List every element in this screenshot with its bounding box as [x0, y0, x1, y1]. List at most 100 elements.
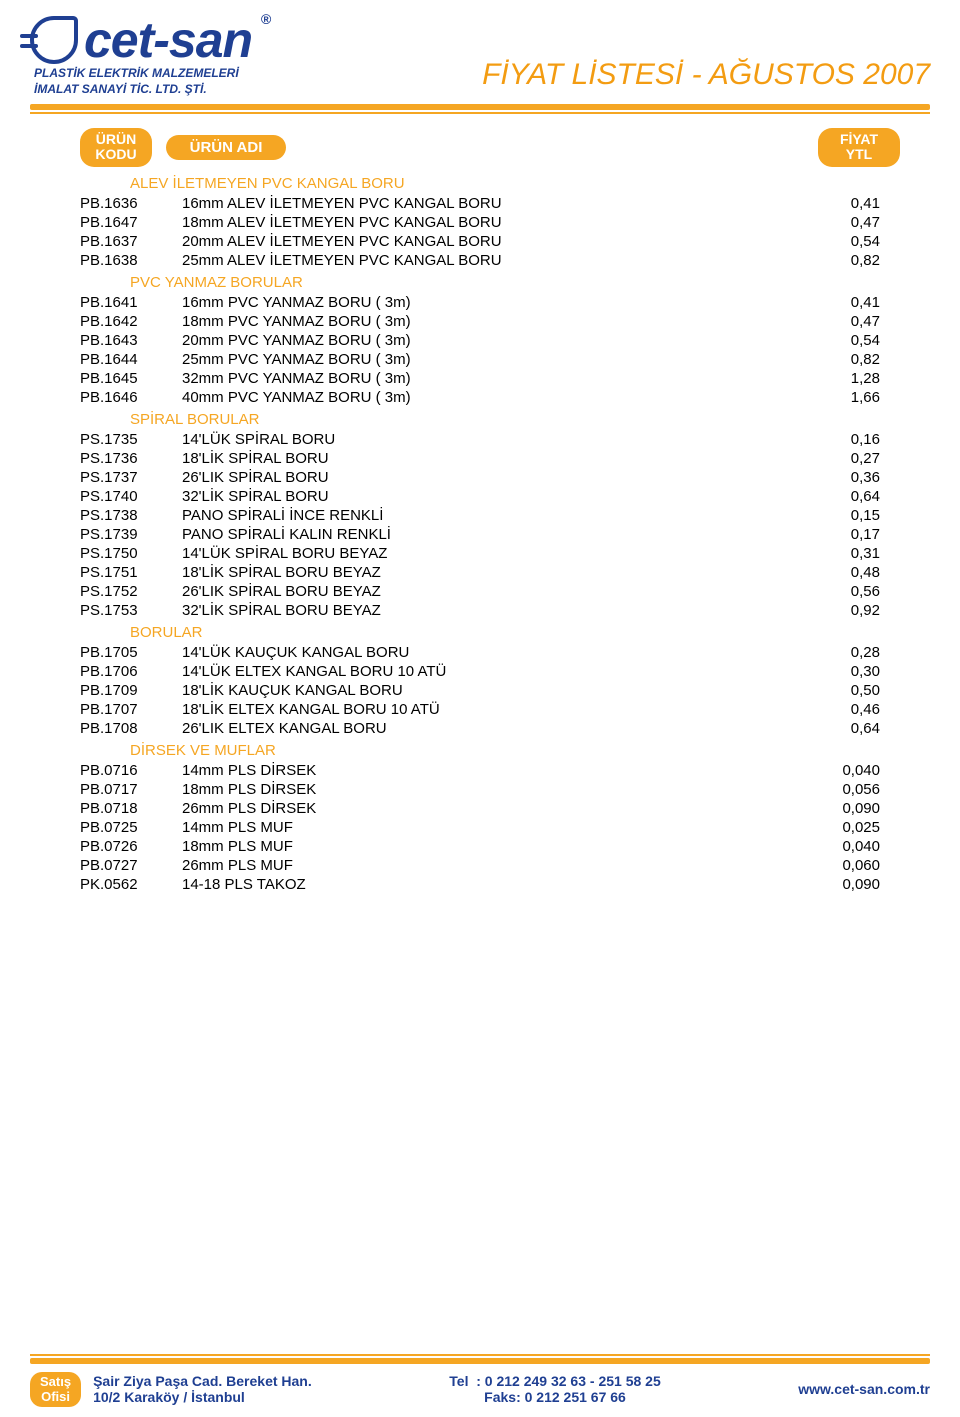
- row-code: PS.1751: [80, 564, 170, 581]
- document-title: FİYAT LİSTESİ - AĞUSTOS 2007: [482, 58, 930, 92]
- table-row: PS.173726'LIK SPİRAL BORU0,36: [0, 468, 960, 487]
- row-code: PB.0716: [80, 762, 170, 779]
- table-row: PB.072618mm PLS MUF0,040: [0, 837, 960, 856]
- row-name: 25mm ALEV İLETMEYEN PVC KANGAL BORU: [170, 252, 790, 269]
- row-code: PB.1641: [80, 294, 170, 311]
- table-row: PB.071826mm PLS DİRSEK0,090: [0, 799, 960, 818]
- col-price-line-1: FİYAT: [828, 132, 890, 147]
- row-name: 32'LİK SPİRAL BORU: [170, 488, 790, 505]
- row-name: 26'LIK SPİRAL BORU BEYAZ: [170, 583, 790, 600]
- row-name: 18'LİK SPİRAL BORU BEYAZ: [170, 564, 790, 581]
- row-name: 20mm ALEV İLETMEYEN PVC KANGAL BORU: [170, 233, 790, 250]
- footer-url: www.cet-san.com.tr: [798, 1381, 930, 1397]
- table-row: PK.056214-18 PLS TAKOZ0,090: [0, 875, 960, 894]
- section: DİRSEK VE MUFLARPB.071614mm PLS DİRSEK0,…: [0, 740, 960, 894]
- table-row: PB.164532mm PVC YANMAZ BORU ( 3m)1,28: [0, 369, 960, 388]
- row-name: 14'LÜK ELTEX KANGAL BORU 10 ATÜ: [170, 663, 790, 680]
- row-price: 0,15: [790, 507, 880, 524]
- row-code: PB.1709: [80, 682, 170, 699]
- table-row: PB.164718mm ALEV İLETMEYEN PVC KANGAL BO…: [0, 213, 960, 232]
- row-code: PB.1645: [80, 370, 170, 387]
- table-row: PB.164320mm PVC YANMAZ BORU ( 3m)0,54: [0, 331, 960, 350]
- row-name: 18mm PLS DİRSEK: [170, 781, 790, 798]
- table-head-left: ÜRÜN KODU ÜRÜN ADI: [80, 128, 286, 167]
- table-row: PB.163720mm ALEV İLETMEYEN PVC KANGAL BO…: [0, 232, 960, 251]
- row-name: 32'LİK SPİRAL BORU BEYAZ: [170, 602, 790, 619]
- section: PVC YANMAZ BORULARPB.164116mm PVC YANMAZ…: [0, 272, 960, 407]
- row-name: 18mm PLS MUF: [170, 838, 790, 855]
- row-code: PB.1643: [80, 332, 170, 349]
- row-price: 0,82: [790, 252, 880, 269]
- row-name: 14mm PLS MUF: [170, 819, 790, 836]
- row-code: PB.1706: [80, 663, 170, 680]
- logo-icon: [30, 16, 78, 64]
- table-row: PB.170718'LİK ELTEX KANGAL BORU 10 ATÜ0,…: [0, 700, 960, 719]
- row-code: PB.1708: [80, 720, 170, 737]
- row-code: PS.1739: [80, 526, 170, 543]
- row-name: 26'LIK ELTEX KANGAL BORU: [170, 720, 790, 737]
- table-row: PS.173618'LİK SPİRAL BORU0,27: [0, 449, 960, 468]
- row-price: 0,54: [790, 332, 880, 349]
- footer-address-line-1: Şair Ziya Paşa Cad. Bereket Han.: [93, 1373, 312, 1389]
- logo-wordmark: cet-san: [84, 12, 252, 68]
- header-bar-thick: [30, 104, 930, 110]
- row-name: 14'LÜK SPİRAL BORU BEYAZ: [170, 545, 790, 562]
- table-row: PB.164425mm PVC YANMAZ BORU ( 3m)0,82: [0, 350, 960, 369]
- row-price: 0,92: [790, 602, 880, 619]
- row-code: PB.1705: [80, 644, 170, 661]
- row-code: PB.0726: [80, 838, 170, 855]
- table-row: PS.175332'LİK SPİRAL BORU BEYAZ0,92: [0, 601, 960, 620]
- logo-block: cet-san ® PLASTİK ELEKTRİK MALZEMELERİ İ…: [30, 16, 252, 96]
- row-code: PS.1737: [80, 469, 170, 486]
- section-title: PVC YANMAZ BORULAR: [0, 272, 960, 293]
- row-price: 0,16: [790, 431, 880, 448]
- row-price: 0,47: [790, 214, 880, 231]
- row-name: 18mm ALEV İLETMEYEN PVC KANGAL BORU: [170, 214, 790, 231]
- table-row: PB.164116mm PVC YANMAZ BORU ( 3m)0,41: [0, 293, 960, 312]
- logo-row: cet-san ®: [30, 16, 252, 64]
- table-row: PB.163616mm ALEV İLETMEYEN PVC KANGAL BO…: [0, 194, 960, 213]
- row-code: PS.1750: [80, 545, 170, 562]
- row-name: 26'LIK SPİRAL BORU: [170, 469, 790, 486]
- footer-address: Şair Ziya Paşa Cad. Bereket Han. 10/2 Ka…: [93, 1373, 312, 1405]
- row-name: 40mm PVC YANMAZ BORU ( 3m): [170, 389, 790, 406]
- row-code: PS.1736: [80, 450, 170, 467]
- row-code: PS.1735: [80, 431, 170, 448]
- column-header-name: ÜRÜN ADI: [166, 135, 286, 160]
- row-price: 0,090: [790, 876, 880, 893]
- section-title: BORULAR: [0, 622, 960, 643]
- row-code: PB.1646: [80, 389, 170, 406]
- row-name: 32mm PVC YANMAZ BORU ( 3m): [170, 370, 790, 387]
- row-name: 18'LİK ELTEX KANGAL BORU 10 ATÜ: [170, 701, 790, 718]
- col-code-line-2: KODU: [90, 147, 142, 162]
- footer-address-line-2: 10/2 Karaköy / İstanbul: [93, 1389, 312, 1405]
- section: ALEV İLETMEYEN PVC KANGAL BORUPB.163616m…: [0, 173, 960, 270]
- table-row: PB.163825mm ALEV İLETMEYEN PVC KANGAL BO…: [0, 251, 960, 270]
- footer-tel-label: Tel: [449, 1373, 468, 1389]
- table-row: PB.071718mm PLS DİRSEK0,056: [0, 780, 960, 799]
- row-code: PB.0727: [80, 857, 170, 874]
- footer-pill-line-2: Ofisi: [40, 1389, 71, 1405]
- row-price: 0,41: [790, 195, 880, 212]
- row-code: PB.1642: [80, 313, 170, 330]
- row-price: 0,056: [790, 781, 880, 798]
- footer-tel-value: : 0 212 249 32 63 - 251 58 25: [476, 1373, 660, 1389]
- sections-container: ALEV İLETMEYEN PVC KANGAL BORUPB.163616m…: [0, 173, 960, 894]
- section-title: ALEV İLETMEYEN PVC KANGAL BORU: [0, 173, 960, 194]
- table-row: PB.170918'LİK KAUÇUK KANGAL BORU0,50: [0, 681, 960, 700]
- row-price: 0,54: [790, 233, 880, 250]
- row-name: 18'LİK KAUÇUK KANGAL BORU: [170, 682, 790, 699]
- row-code: PB.1707: [80, 701, 170, 718]
- row-name: 16mm PVC YANMAZ BORU ( 3m): [170, 294, 790, 311]
- footer-wrap: Satış Ofisi Şair Ziya Paşa Cad. Bereket …: [0, 1354, 960, 1417]
- footer-bar-thin: [30, 1354, 930, 1356]
- row-code: PB.1644: [80, 351, 170, 368]
- row-code: PB.0718: [80, 800, 170, 817]
- row-code: PS.1740: [80, 488, 170, 505]
- row-price: 0,64: [790, 488, 880, 505]
- row-name: 14'LÜK SPİRAL BORU: [170, 431, 790, 448]
- row-code: PS.1738: [80, 507, 170, 524]
- row-name: PANO SPİRALİ İNCE RENKLİ: [170, 507, 790, 524]
- footer-fax: Faks: 0 212 251 67 66: [449, 1389, 660, 1405]
- table-row: PB.170826'LIK ELTEX KANGAL BORU0,64: [0, 719, 960, 738]
